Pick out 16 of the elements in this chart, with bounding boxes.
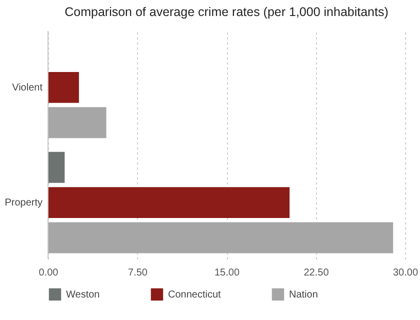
chart-title: Comparison of average crime rates (per 1,000 inhabitants) [64, 5, 388, 19]
legend-label: Nation [289, 289, 318, 300]
bar [48, 152, 65, 183]
legend-label: Connecticut [168, 289, 222, 300]
y-tick-label: Violent [12, 82, 43, 94]
x-tick-label: 15.00 [214, 268, 240, 278]
x-tick-label: 0.00 [38, 268, 59, 278]
legend-label: Weston [66, 289, 100, 300]
bar [48, 222, 394, 254]
y-tick-label: Property [4, 198, 42, 209]
bar [48, 187, 290, 218]
x-tick-label: 7.50 [128, 268, 148, 278]
x-tick-label: 30.00 [392, 268, 418, 278]
bar [48, 72, 79, 103]
x-tick-label: 22.50 [304, 268, 330, 278]
bar [48, 107, 106, 138]
